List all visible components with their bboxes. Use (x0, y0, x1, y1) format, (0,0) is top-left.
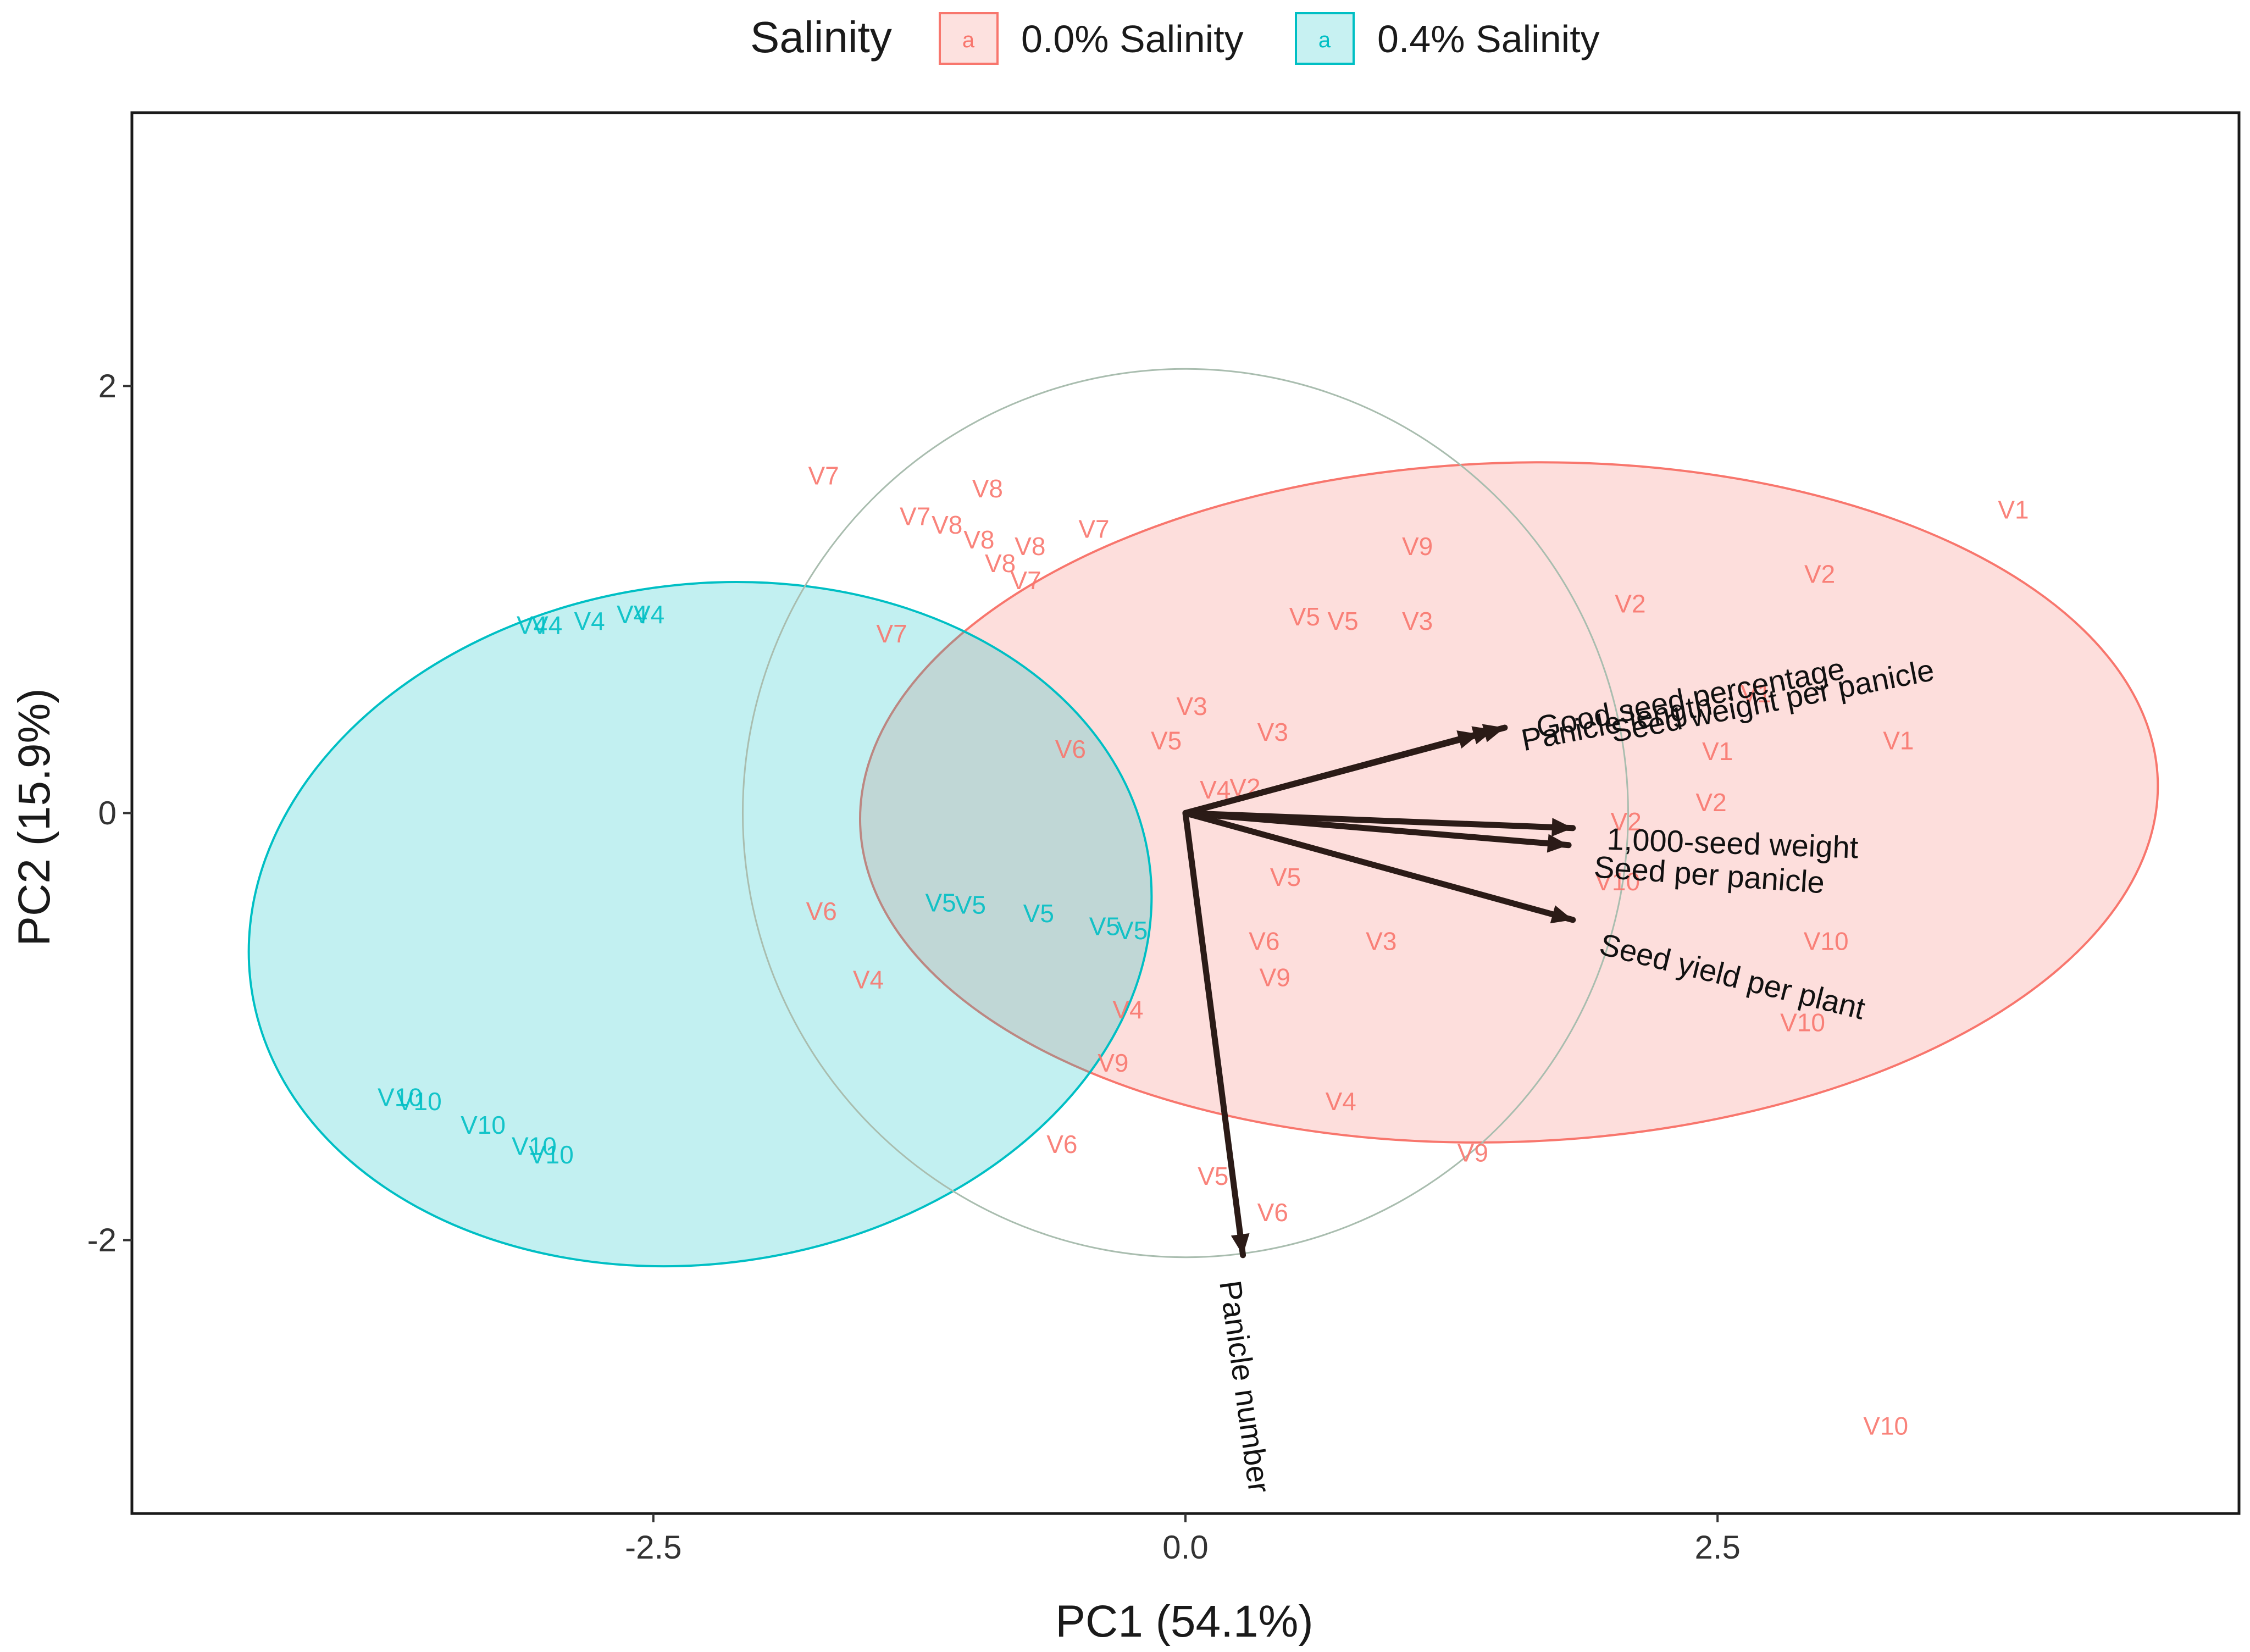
point-0-0-salinity-8: V7 (1010, 566, 1041, 595)
x-tick-label: 0.0 (1162, 1529, 1208, 1566)
point-0-0-salinity-24: V2 (1695, 788, 1726, 817)
point-0-4-salinity-12: V10 (461, 1111, 506, 1139)
point-0-0-salinity-42: V5 (1198, 1162, 1228, 1190)
point-0-0-salinity-37: V10 (1804, 927, 1849, 956)
ellipse-0-0-salinity (858, 461, 2159, 1144)
point-0-0-salinity-30: V6 (806, 897, 837, 925)
point-0-0-salinity-10: V1 (1998, 496, 2029, 524)
point-0-0-salinity-1: V8 (972, 474, 1003, 503)
point-0-0-salinity-36: V9 (1098, 1049, 1128, 1077)
point-0-0-salinity-41: V9 (1457, 1138, 1488, 1167)
loading-arrow-seed-per-panicle (1182, 810, 1572, 849)
loading-arrowhead-1-000-seed-weight (1551, 818, 1573, 837)
point-0-0-salinity-17: V3 (1176, 692, 1207, 720)
point-0-0-salinity-29: V5 (1270, 863, 1301, 891)
point-0-0-salinity-6: V7 (1078, 515, 1109, 544)
point-0-4-salinity-2: V4 (574, 607, 605, 635)
point-0-4-salinity-10: V10 (378, 1083, 423, 1111)
point-0-0-salinity-5: V8 (1015, 532, 1045, 561)
point-0-0-salinity-38: V10 (1780, 1008, 1825, 1036)
point-0-4-salinity-9: V5 (1117, 916, 1148, 945)
point-0-0-salinity-33: V9 (1260, 963, 1290, 992)
point-0-0-salinity-4: V8 (963, 525, 994, 554)
point-0-0-salinity-16: V7 (876, 619, 907, 648)
point-0-0-salinity-9: V9 (1402, 532, 1433, 561)
ellipse-0-4-salinity (247, 581, 1153, 1268)
confidence-ellipses (247, 461, 2159, 1268)
axes: -2.5 0.0 2.5 -2 0 2 (87, 111, 2241, 1566)
legend-key-letter-0-0-salinity: a (962, 28, 975, 52)
point-0-0-salinity-39: V4 (1326, 1087, 1356, 1116)
x-tick-label: 2.5 (1694, 1529, 1740, 1566)
point-0-4-salinity-4: V4 (634, 600, 664, 629)
point-0-4-salinity-11: V10 (397, 1087, 442, 1116)
point-0-0-salinity-0: V7 (808, 462, 839, 490)
point-0-0-salinity-19: V5 (1151, 726, 1182, 755)
point-0-4-salinity-5: V5 (926, 889, 956, 917)
point-0-0-salinity-34: V4 (853, 966, 884, 994)
point-0-0-salinity-40: V6 (1046, 1130, 1077, 1158)
x-axis-title: PC1 (54.1%) (1055, 1596, 1313, 1647)
point-0-0-salinity-44: V10 (1863, 1412, 1908, 1440)
point-0-0-salinity-20: V6 (1055, 735, 1086, 763)
legend-key-0-4-salinity (1295, 12, 1355, 65)
point-0-0-salinity-35: V4 (1112, 995, 1143, 1024)
point-0-4-salinity-6: V5 (955, 891, 986, 919)
legend-key-0-0-salinity (939, 12, 999, 65)
loading-arrow-panicle-number (1182, 810, 1246, 1259)
point-0-0-salinity-15: V3 (1402, 607, 1433, 635)
point-0-4-salinity-14: V10 (529, 1140, 574, 1169)
loading-arrowhead-seed-per-panicle (1547, 834, 1569, 853)
x-tick-label: -2.5 (625, 1529, 681, 1566)
y-axis-title: PC2 (15.9%) (9, 688, 59, 946)
point-0-0-salinity-31: V6 (1249, 927, 1279, 956)
point-0-0-salinity-13: V5 (1289, 602, 1320, 631)
legend-label-0-0-salinity: 0.0% Salinity (1021, 18, 1244, 60)
loading-arrow-seed-weight-per-panicle (1182, 724, 1508, 816)
point-0-0-salinity-14: V5 (1327, 607, 1358, 635)
legend-title: Salinity (750, 13, 892, 62)
y-tick-label: -2 (87, 1222, 117, 1259)
correlation-circle (741, 368, 1630, 1259)
legend-label-0-4-salinity: 0.4% Salinity (1377, 18, 1600, 60)
y-tick-label: 0 (98, 795, 117, 831)
legend-key-letter-0-4-salinity: a (1318, 28, 1331, 52)
loading-arrow-seed-yield-per-plant (1182, 810, 1576, 923)
point-0-4-salinity-1: V4 (531, 611, 562, 640)
point-0-4-salinity-7: V5 (1023, 899, 1054, 928)
point-0-0-salinity-26: V10 (1595, 867, 1640, 896)
point-0-0-salinity-12: V2 (1615, 590, 1645, 618)
point-0-0-salinity-11: V2 (1804, 559, 1835, 588)
correlation-circle-layer (741, 368, 1630, 1259)
point-0-0-salinity-21: V1 (1741, 679, 1771, 708)
point-0-0-salinity-22: V1 (1883, 726, 1914, 755)
point-0-0-salinity-2: V7 (900, 502, 930, 530)
point-0-0-salinity-18: V3 (1257, 718, 1288, 746)
point-0-0-salinity-32: V3 (1366, 927, 1396, 956)
point-0-0-salinity-23: V1 (1702, 737, 1733, 766)
y-tick-label: 2 (98, 368, 117, 404)
loading-arrowhead-seed-weight-per-panicle (1482, 724, 1505, 742)
point-0-0-salinity-27: V4 (1200, 775, 1231, 804)
point-0-4-salinity-8: V5 (1089, 912, 1120, 940)
point-0-4-salinity-0: V4 (517, 611, 547, 640)
loading-arrowhead-seed-yield-per-plant (1550, 905, 1573, 924)
point-0-0-salinity-7: V8 (985, 549, 1016, 578)
point-0-4-salinity-3: V4 (617, 600, 647, 629)
point-0-0-salinity-25: V2 (1611, 807, 1642, 836)
legend: Salinity a 0.0% Salinity a 0.4% Salinity (750, 12, 1600, 65)
loading-arrowhead-panicle-number (1231, 1233, 1250, 1255)
point-0-0-salinity-43: V6 (1257, 1198, 1288, 1227)
point-0-0-salinity-3: V8 (932, 511, 962, 539)
point-0-4-salinity-13: V10 (512, 1132, 557, 1161)
